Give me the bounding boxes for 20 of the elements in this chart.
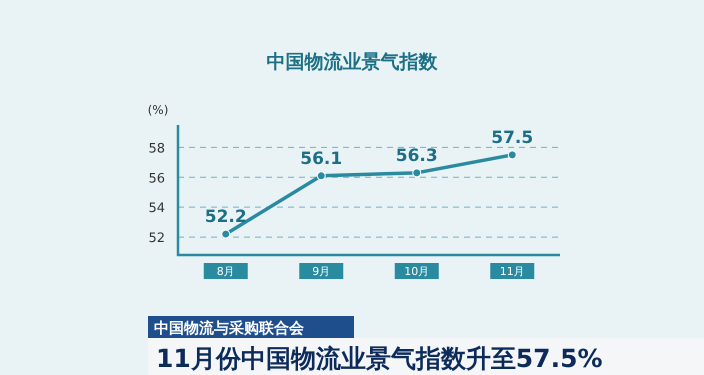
x-tick-label: 8月 (216, 265, 235, 278)
point (412, 168, 422, 178)
x-tick-label: 11月 (500, 265, 525, 278)
point (221, 230, 230, 239)
data-label: 52.2 (204, 207, 247, 228)
y-tick-label: 58 (148, 141, 165, 156)
y-axis-title: (%) (148, 103, 168, 117)
y-tick-label: 54 (148, 201, 165, 216)
point (316, 171, 326, 180)
y-tick-label: 56 (148, 171, 165, 186)
data-label: 57.5 (491, 128, 534, 148)
data-label: 56.1 (300, 148, 342, 169)
text: 11月份中国物流业景气指数升至57.5% (156, 344, 603, 373)
text: 中国物流与采购联合会 (154, 319, 305, 337)
x-tick-label: 10月 (404, 265, 430, 278)
x-tick-label: 9月 (312, 265, 330, 278)
point (508, 150, 517, 160)
chart-title: 中国物流业景气指数 (266, 51, 438, 73)
y-tick-label: 52 (148, 231, 165, 246)
data-label: 56.3 (396, 146, 438, 166)
